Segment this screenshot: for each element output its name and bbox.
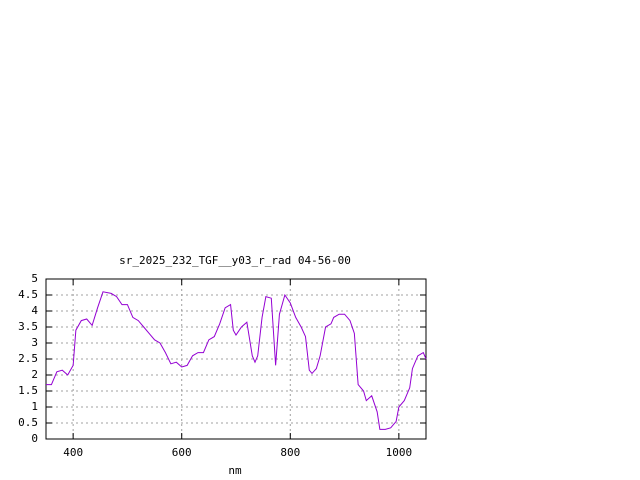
y-tick-label: 0 [31, 432, 38, 445]
data-line [46, 291, 427, 430]
x-tick-label: 600 [172, 446, 192, 459]
x-tick-label: 800 [280, 446, 300, 459]
y-tick-label: 3 [31, 336, 38, 349]
y-tick-label: 1.5 [18, 384, 38, 397]
chart-title: sr_2025_232_TGF__y03_r_rad 04-56-00 [119, 254, 351, 267]
y-tick-label: 2 [31, 368, 38, 381]
y-tick-label: 5 [31, 272, 38, 285]
x-tick-label: 400 [63, 446, 83, 459]
y-tick-label: 4 [31, 304, 38, 317]
y-tick-label: 4.5 [18, 288, 38, 301]
y-tick-label: 1 [31, 400, 38, 413]
x-tick-label: 1000 [386, 446, 413, 459]
x-axis-label: nm [228, 464, 242, 477]
y-tick-label: 3.5 [18, 320, 38, 333]
y-tick-label: 0.5 [18, 416, 38, 429]
y-tick-label: 2.5 [18, 352, 38, 365]
